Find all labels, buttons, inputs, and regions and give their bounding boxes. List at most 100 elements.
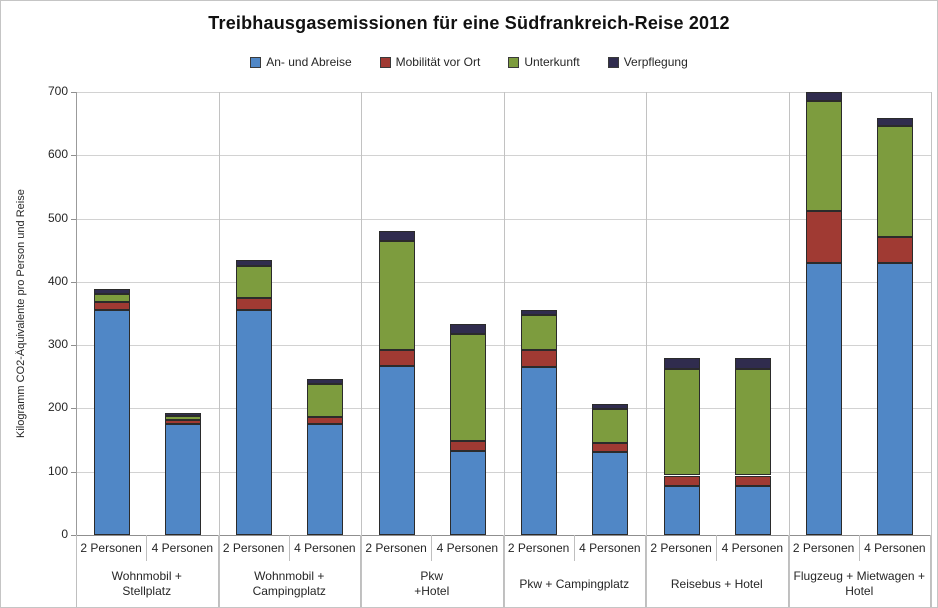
legend-swatch-icon	[250, 56, 262, 68]
bar-segment	[806, 210, 843, 263]
y-tick-label: 300	[47, 337, 68, 352]
bar-segment	[592, 409, 629, 443]
y-tick-mark	[71, 535, 76, 536]
bar-segment	[236, 266, 273, 298]
group-separator	[788, 92, 790, 535]
bar-segment	[592, 403, 629, 410]
group-label-separator	[503, 535, 505, 607]
bar-segment	[307, 423, 344, 535]
x-group-label: Reisebus + Hotel	[646, 561, 789, 607]
bar-segment	[307, 417, 344, 424]
x-bar-label: 4 Personen	[717, 535, 789, 561]
x-bar-label: 2 Personen	[504, 535, 575, 561]
x-bar-label: 2 Personen	[361, 535, 433, 561]
bar-segment	[93, 293, 130, 303]
bar-segment	[734, 485, 771, 535]
x-group-label: Wohnmobil + Stellplatz	[76, 561, 219, 607]
bar-segment	[164, 420, 201, 424]
bar-segment	[236, 309, 273, 535]
legend-swatch-icon	[379, 56, 391, 68]
bar-segment	[378, 366, 415, 535]
group-label-separator	[788, 535, 790, 607]
x-bar-label: 2 Personen	[76, 535, 148, 561]
bar-segment	[164, 412, 201, 416]
group-label-separator	[361, 535, 362, 607]
bar-segment	[93, 289, 130, 294]
y-tick-label: 400	[47, 273, 68, 288]
legend-label: Unterkunft	[524, 55, 580, 69]
y-tick-label: 600	[47, 147, 68, 162]
x-bar-label: 4 Personen	[575, 535, 646, 561]
bar-segment	[663, 357, 700, 369]
bar-segment	[93, 302, 130, 311]
bar-segment	[663, 368, 700, 476]
group-separator	[646, 92, 647, 535]
y-tick-mark	[71, 408, 76, 410]
x-group-label: Pkw + Campingplatz	[504, 561, 646, 607]
bar-segment	[734, 357, 771, 369]
bar-segment	[592, 452, 629, 535]
bar-segment	[734, 368, 771, 476]
legend-label: An- und Abreise	[266, 55, 352, 69]
bar-segment	[236, 259, 273, 267]
group-separator	[503, 92, 505, 535]
legend-label: Mobilität vor Ort	[395, 55, 481, 69]
bar-segment	[378, 349, 415, 367]
y-tick-label: 500	[47, 210, 68, 225]
bar-segment	[93, 310, 130, 535]
bar-segment	[164, 416, 201, 421]
bar-segment	[236, 297, 273, 310]
bar-segment	[806, 262, 843, 535]
bar-segment	[877, 236, 914, 263]
bar-segment	[449, 450, 486, 535]
bar-segment	[521, 310, 558, 316]
y-tick-mark	[71, 155, 76, 157]
bar-segment	[449, 440, 486, 451]
x-bar-label: 4 Personen	[290, 535, 361, 561]
bar-segment	[663, 485, 700, 535]
legend-item: Mobilität vor Ort	[379, 55, 481, 69]
bar-segment	[449, 323, 486, 335]
bar-segment	[521, 315, 558, 350]
group-separator	[361, 92, 362, 535]
y-axis-title: Kilogramm CO2-Äquivalente pro Person und…	[15, 189, 27, 438]
bar-segment	[521, 367, 558, 535]
y-tick-label: 700	[47, 84, 68, 98]
legend-swatch-icon	[508, 56, 520, 68]
axis-left-border	[76, 535, 77, 607]
bar-segment	[877, 262, 914, 535]
x-group-label: Pkw +Hotel	[361, 561, 504, 607]
y-tick-mark	[71, 345, 76, 347]
x-bar-label: 2 Personen	[219, 535, 290, 561]
y-tick-mark	[71, 92, 76, 93]
bar-segment	[449, 334, 486, 441]
bar-segment	[806, 92, 843, 101]
legend-label: Verpflegung	[623, 55, 688, 69]
x-group-label: Wohnmobil + Campingplatz	[219, 561, 361, 607]
chart-title: Treibhausgasemissionen für eine Südfrank…	[208, 13, 730, 33]
bar-segment	[307, 378, 344, 385]
group-label-separator	[218, 535, 220, 607]
bar-segment	[164, 423, 201, 535]
bar-segment	[378, 231, 415, 242]
y-tick-mark	[71, 471, 76, 473]
y-tick-label: 200	[47, 400, 68, 415]
x-bar-label: 4 Personen	[860, 535, 931, 561]
bar-segment	[378, 241, 415, 350]
bar-segment	[592, 442, 629, 453]
group-label-separator	[646, 535, 647, 607]
bar-segment	[663, 475, 700, 486]
bar-segment	[806, 100, 843, 211]
x-bar-label: 2 Personen	[646, 535, 718, 561]
y-axis-line	[76, 92, 77, 535]
legend-item: An- und Abreise	[250, 55, 352, 69]
x-group-label: Flugzeug + Mietwagen + Hotel	[789, 561, 931, 607]
legend: An- und Abreise Mobilität vor Ort Unterkun…	[1, 55, 937, 69]
bar-segment	[877, 117, 914, 127]
y-tick-mark	[71, 281, 76, 283]
y-tick-mark	[71, 218, 76, 220]
legend-item: Unterkunft	[508, 55, 580, 69]
y-tick-label: 100	[47, 463, 68, 478]
legend-item: Verpflegung	[607, 55, 688, 69]
